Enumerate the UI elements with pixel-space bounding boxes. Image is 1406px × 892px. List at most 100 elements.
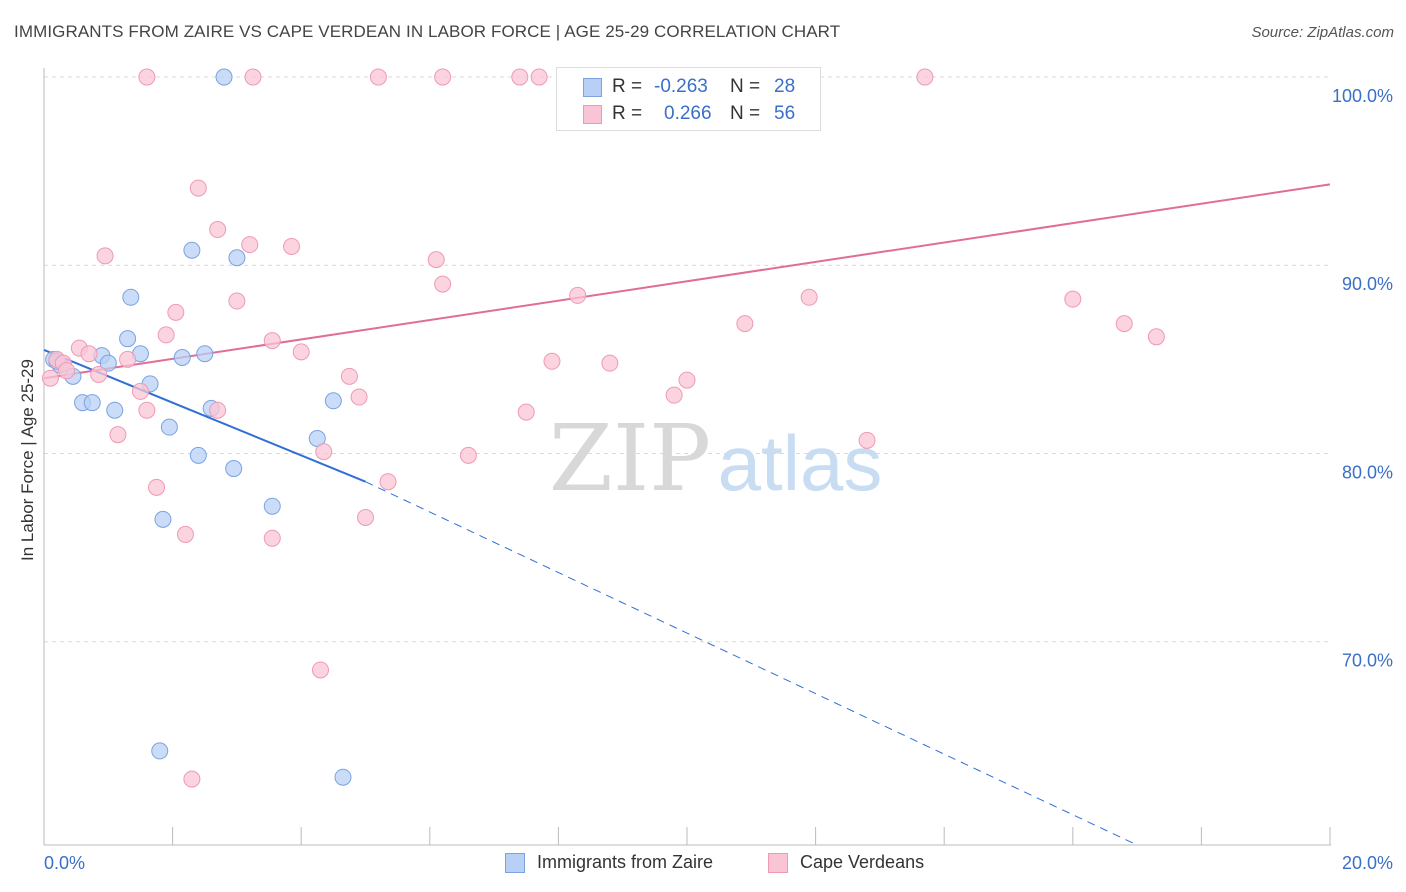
point-capeverdean [138, 68, 156, 86]
point-zaire [106, 401, 124, 419]
y-tick-label: 100.0% [1332, 86, 1393, 106]
point-capeverdean [241, 236, 259, 254]
point-capeverdean [80, 345, 98, 363]
point-zaire [225, 460, 243, 478]
watermark-zip: ZIP [549, 405, 711, 512]
point-capeverdean [678, 371, 696, 389]
n-value-zaire: 28 [774, 76, 796, 97]
trend-line-capeverdean [43, 183, 1331, 380]
tick-labels: 100.0% 90.0% 80.0% 70.0% 0.0% 20.0% [44, 86, 1393, 873]
legend-label-zaire: Immigrants from Zaire [537, 852, 714, 872]
trend-lines [43, 183, 1331, 846]
point-capeverdean [263, 332, 281, 350]
point-capeverdean [350, 388, 368, 406]
point-capeverdean [434, 275, 452, 293]
point-capeverdean [131, 382, 149, 400]
legend-row-zaire: R = -0.263 N = 28 [557, 74, 795, 100]
point-zaire [334, 768, 352, 786]
chart-title: IMMIGRANTS FROM ZAIRE VS CAPE VERDEAN IN… [14, 22, 841, 41]
point-capeverdean [340, 367, 358, 385]
point-capeverdean [511, 68, 529, 86]
point-capeverdean [459, 446, 477, 464]
point-zaire [122, 288, 140, 306]
y-axis-label: In Labor Force | Age 25-29 [18, 359, 37, 561]
point-zaire [189, 446, 207, 464]
point-capeverdean [157, 326, 175, 344]
point-zaire [215, 68, 233, 86]
point-capeverdean [90, 365, 108, 383]
watermark: ZIP atlas [549, 405, 882, 512]
series-legend: Immigrants from Zaire Cape Verdeans [0, 852, 1406, 878]
data-points [41, 68, 1165, 788]
point-capeverdean [209, 401, 227, 419]
x-tick-label: 0.0% [44, 853, 85, 873]
point-zaire [119, 330, 137, 348]
point-capeverdean [283, 237, 301, 255]
point-capeverdean [189, 179, 207, 197]
point-capeverdean [228, 292, 246, 310]
axes [43, 68, 1331, 846]
legend-label-capeverdean: Cape Verdeans [800, 852, 925, 872]
point-capeverdean [569, 286, 587, 304]
point-zaire [173, 349, 191, 367]
point-capeverdean [209, 221, 227, 239]
point-capeverdean [543, 352, 561, 370]
point-capeverdean [858, 431, 876, 449]
point-capeverdean [58, 362, 76, 380]
point-capeverdean [1064, 290, 1082, 308]
grid-lines [44, 76, 1330, 643]
y-tick-label: 90.0% [1342, 274, 1393, 294]
point-capeverdean [176, 525, 194, 543]
point-zaire [183, 241, 201, 259]
point-capeverdean [263, 529, 281, 547]
point-capeverdean [357, 508, 374, 526]
point-capeverdean [244, 68, 262, 86]
r-label: R = [612, 76, 643, 97]
point-zaire [83, 394, 101, 412]
x-tick-label: 20.0% [1342, 853, 1393, 873]
point-capeverdean [517, 403, 535, 421]
trend-line-zaire-extrapolated [365, 481, 1138, 846]
point-capeverdean [800, 288, 818, 306]
point-capeverdean [530, 68, 548, 86]
point-capeverdean [183, 770, 201, 788]
n-label: N = [730, 76, 761, 97]
point-capeverdean [148, 478, 166, 496]
legend-swatch-capeverdean [583, 104, 602, 124]
legend-item-capeverdean[interactable]: Cape Verdeans [768, 852, 924, 873]
point-capeverdean [434, 68, 452, 86]
r-value-capeverdean: 0.266 [664, 103, 712, 124]
watermark-atlas: atlas [718, 419, 883, 507]
legend-swatch-capeverdean [768, 852, 788, 873]
legend-swatch-zaire [505, 852, 525, 873]
point-capeverdean [41, 369, 59, 387]
point-capeverdean [427, 251, 445, 269]
point-capeverdean [369, 68, 387, 86]
point-capeverdean [736, 315, 754, 333]
point-capeverdean [109, 426, 127, 444]
point-capeverdean [311, 661, 329, 679]
n-value-capeverdean: 56 [774, 103, 796, 124]
point-zaire [99, 354, 117, 372]
point-zaire [324, 392, 342, 410]
legend-item-zaire[interactable]: Immigrants from Zaire [505, 852, 713, 873]
point-capeverdean [138, 401, 156, 419]
point-capeverdean [119, 350, 137, 368]
point-zaire [154, 510, 172, 528]
point-capeverdean [292, 343, 310, 361]
point-capeverdean [96, 247, 114, 265]
n-label: N = [730, 103, 761, 124]
point-capeverdean [665, 386, 683, 404]
y-tick-label: 80.0% [1342, 462, 1393, 482]
point-capeverdean [167, 303, 185, 321]
point-zaire [228, 249, 246, 267]
point-zaire [151, 742, 169, 760]
point-capeverdean [379, 473, 397, 491]
source-label: Source: ZipAtlas.com [1251, 24, 1394, 41]
point-capeverdean [315, 443, 333, 461]
point-capeverdean [1147, 328, 1165, 346]
point-capeverdean [916, 68, 934, 86]
y-tick-label: 70.0% [1342, 651, 1393, 671]
legend-swatch-zaire [583, 77, 602, 97]
